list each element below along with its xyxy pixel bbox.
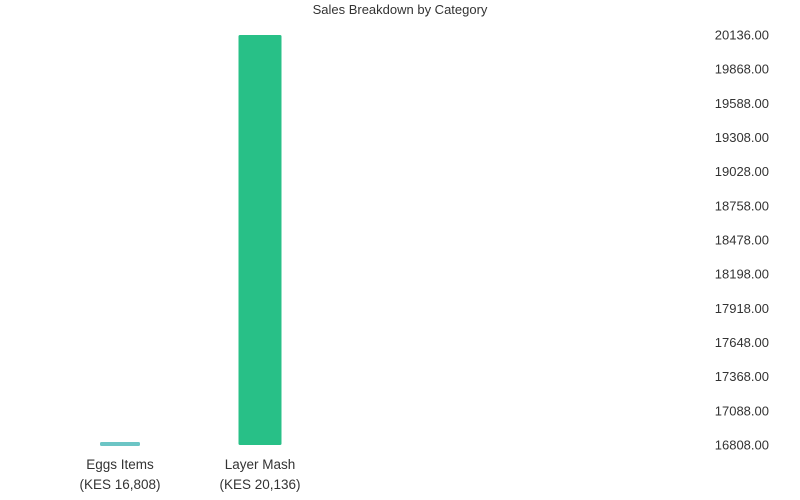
y-tick-label: 20136.00 <box>715 28 769 43</box>
y-tick-label: 19028.00 <box>715 164 769 179</box>
y-tick-label: 18198.00 <box>715 267 769 282</box>
y-tick-label: 17648.00 <box>715 335 769 350</box>
y-tick-label: 18758.00 <box>715 198 769 213</box>
y-tick-label: 17368.00 <box>715 369 769 384</box>
y-tick-label: 19868.00 <box>715 62 769 77</box>
y-tick-label: 18478.00 <box>715 233 769 248</box>
bar-eggs-items[interactable] <box>100 442 140 446</box>
x-category-label: Layer Mash <box>225 457 296 472</box>
y-tick-label: 17918.00 <box>715 301 769 316</box>
y-tick-label: 16808.00 <box>715 438 769 453</box>
bar-layer-mash[interactable] <box>238 35 282 445</box>
chart-title: Sales Breakdown by Category <box>312 2 488 17</box>
x-category-label: Eggs Items <box>86 457 154 472</box>
y-tick-label: 19308.00 <box>715 130 769 145</box>
x-category-value-label: (KES 16,808) <box>79 477 160 492</box>
y-tick-label: 17088.00 <box>715 403 769 418</box>
x-category-value-label: (KES 20,136) <box>219 477 300 492</box>
y-tick-label: 19588.00 <box>715 96 769 111</box>
